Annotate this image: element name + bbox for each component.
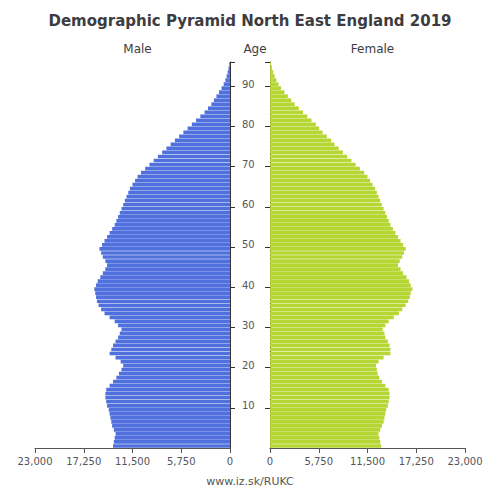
- svg-text:23,000: 23,000: [18, 456, 53, 467]
- svg-text:0: 0: [227, 456, 233, 467]
- svg-text:0: 0: [267, 456, 273, 467]
- svg-text:Male: Male: [123, 42, 151, 56]
- svg-text:90: 90: [242, 79, 255, 90]
- svg-text:17,250: 17,250: [399, 456, 434, 467]
- svg-text:www.iz.sk/RUKC: www.iz.sk/RUKC: [206, 475, 294, 488]
- svg-text:30: 30: [242, 320, 255, 331]
- svg-text:5,750: 5,750: [304, 456, 333, 467]
- svg-text:10: 10: [242, 400, 255, 411]
- svg-text:70: 70: [242, 159, 255, 170]
- svg-text:60: 60: [242, 199, 255, 210]
- svg-text:11,500: 11,500: [115, 456, 150, 467]
- svg-text:20: 20: [242, 360, 255, 371]
- svg-text:50: 50: [242, 239, 255, 250]
- svg-text:80: 80: [242, 119, 255, 130]
- svg-text:Female: Female: [351, 42, 394, 56]
- svg-text:5,750: 5,750: [167, 456, 196, 467]
- svg-text:Demographic Pyramid North East: Demographic Pyramid North East England 2…: [48, 12, 451, 30]
- svg-text:Age: Age: [243, 42, 266, 56]
- svg-text:23,000: 23,000: [448, 456, 483, 467]
- svg-text:11,500: 11,500: [350, 456, 385, 467]
- svg-text:17,250: 17,250: [66, 456, 101, 467]
- svg-text:40: 40: [242, 280, 255, 291]
